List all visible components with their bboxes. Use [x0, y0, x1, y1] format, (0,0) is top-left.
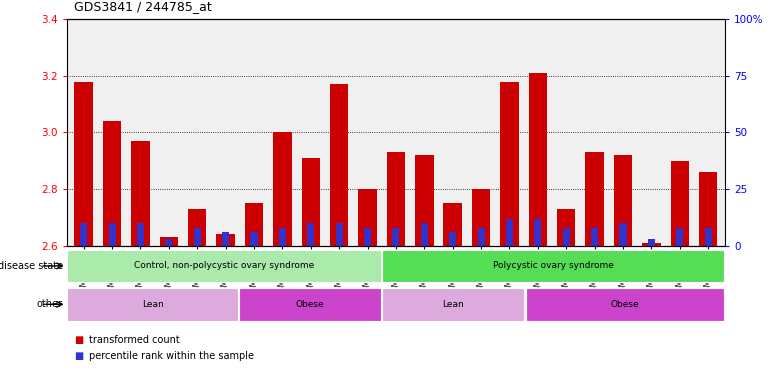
- Text: Polycystic ovary syndrome: Polycystic ovary syndrome: [493, 262, 614, 270]
- Text: Lean: Lean: [142, 300, 163, 309]
- Bar: [80, 223, 87, 246]
- Bar: [449, 232, 456, 246]
- Bar: [67, 250, 381, 282]
- Bar: [500, 81, 519, 246]
- Bar: [525, 288, 724, 321]
- Bar: [421, 223, 428, 246]
- Bar: [194, 228, 201, 246]
- Bar: [239, 288, 381, 321]
- Bar: [245, 203, 263, 246]
- Bar: [160, 237, 178, 246]
- Text: Obese: Obese: [296, 300, 325, 309]
- Bar: [330, 84, 348, 246]
- Text: transformed count: transformed count: [89, 335, 180, 345]
- Bar: [165, 239, 172, 246]
- Bar: [506, 218, 513, 246]
- Bar: [614, 155, 632, 246]
- Text: Obese: Obese: [611, 300, 639, 309]
- Bar: [222, 232, 229, 246]
- Bar: [383, 288, 524, 321]
- Bar: [677, 228, 684, 246]
- Bar: [302, 158, 320, 246]
- Bar: [67, 288, 238, 321]
- Bar: [472, 189, 490, 246]
- Bar: [387, 152, 405, 246]
- Bar: [535, 218, 542, 246]
- Text: ■: ■: [74, 351, 84, 361]
- Bar: [137, 223, 144, 246]
- Bar: [563, 228, 570, 246]
- Bar: [477, 228, 485, 246]
- Bar: [415, 155, 434, 246]
- Bar: [364, 228, 371, 246]
- Bar: [358, 189, 377, 246]
- Text: percentile rank within the sample: percentile rank within the sample: [89, 351, 253, 361]
- Bar: [619, 223, 626, 246]
- Bar: [383, 250, 724, 282]
- Bar: [336, 223, 343, 246]
- Bar: [131, 141, 150, 246]
- Bar: [648, 239, 655, 246]
- Text: disease state: disease state: [0, 261, 63, 271]
- Text: Control, non-polycystic ovary syndrome: Control, non-polycystic ovary syndrome: [134, 262, 314, 270]
- Text: other: other: [37, 299, 63, 310]
- Bar: [103, 121, 122, 246]
- Text: ■: ■: [74, 335, 84, 345]
- Bar: [670, 161, 689, 246]
- Bar: [591, 228, 598, 246]
- Bar: [216, 234, 235, 246]
- Bar: [188, 209, 206, 246]
- Text: Lean: Lean: [442, 300, 464, 309]
- Bar: [705, 228, 712, 246]
- Bar: [250, 232, 257, 246]
- Bar: [108, 223, 115, 246]
- Bar: [273, 132, 292, 246]
- Bar: [74, 81, 93, 246]
- Bar: [528, 73, 547, 246]
- Bar: [642, 243, 661, 246]
- Bar: [557, 209, 575, 246]
- Bar: [586, 152, 604, 246]
- Bar: [392, 228, 400, 246]
- Bar: [279, 228, 286, 246]
- Bar: [307, 223, 314, 246]
- Text: GDS3841 / 244785_at: GDS3841 / 244785_at: [74, 0, 212, 13]
- Bar: [699, 172, 717, 246]
- Bar: [444, 203, 462, 246]
